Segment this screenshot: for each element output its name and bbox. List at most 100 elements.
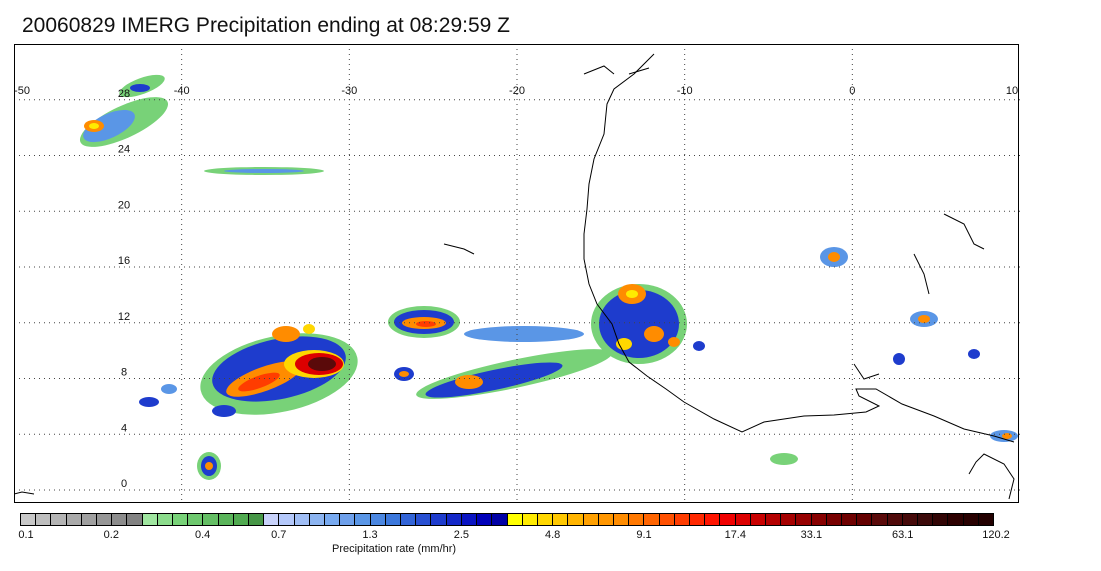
longitude-label: -20 xyxy=(509,85,525,97)
colorbar-swatch xyxy=(689,513,706,526)
colorbar-tick-label: 9.1 xyxy=(636,529,652,541)
colorbar-swatch xyxy=(598,513,614,526)
colorbar-swatch xyxy=(66,513,82,526)
latitude-labels: 0 4 8 12 16 20 24 28 xyxy=(118,88,130,490)
colorbar-swatch xyxy=(355,513,371,526)
coastline xyxy=(14,53,1015,500)
colorbar-swatch xyxy=(720,513,736,526)
storm-band-21n xyxy=(204,167,324,175)
colorbar-swatch xyxy=(416,513,432,526)
longitude-label: -40 xyxy=(174,85,190,97)
colorbar-swatch xyxy=(385,513,402,526)
colorbar-swatch xyxy=(978,513,994,526)
colorbar-swatch xyxy=(431,513,447,526)
longitude-label: -10 xyxy=(677,85,693,97)
colorbar-swatch xyxy=(461,513,478,526)
graticule xyxy=(14,44,1020,504)
colorbar-swatch xyxy=(841,513,858,526)
colorbar-swatch xyxy=(173,513,189,526)
colorbar-swatch xyxy=(325,513,341,526)
storm-band-12n xyxy=(388,306,584,342)
colorbar-swatch xyxy=(401,513,417,526)
colorbar-swatch xyxy=(127,513,143,526)
colorbar-swatch xyxy=(188,513,204,526)
latitude-label: 12 xyxy=(118,311,130,323)
latitude-label: 0 xyxy=(121,478,127,490)
longitude-label: 10 xyxy=(1006,85,1018,97)
colorbar-swatch xyxy=(750,513,766,526)
colorbar-swatch xyxy=(294,513,310,526)
latitude-label: 28 xyxy=(118,88,130,100)
precipitation-map: -50 -40 -30 -20 -10 0 10 0 4 8 12 16 20 24 28 xyxy=(14,44,1020,504)
colorbar-swatch xyxy=(142,513,158,526)
colorbar-swatch xyxy=(902,513,918,526)
colorbar-swatch xyxy=(309,513,326,526)
colorbar-swatch xyxy=(233,513,250,526)
colorbar-swatch xyxy=(963,513,979,526)
map-frame xyxy=(14,44,1019,503)
colorbar-swatch xyxy=(36,513,52,526)
colorbar-swatch xyxy=(51,513,67,526)
colorbar-tick-label: 17.4 xyxy=(724,529,746,541)
colorbar-swatch xyxy=(553,513,569,526)
colorbar-swatch xyxy=(20,513,37,526)
colorbar-tick-label: 63.1 xyxy=(891,529,914,541)
colorbar-swatch xyxy=(826,513,842,526)
colorbar-swatch xyxy=(872,513,888,526)
colorbar-tick-label: 120.2 xyxy=(982,529,1010,541)
colorbar-swatch xyxy=(917,513,934,526)
colorbar-swatch xyxy=(857,513,873,526)
longitude-label: -30 xyxy=(341,85,357,97)
colorbar-swatch xyxy=(492,513,508,526)
colorbar-swatch xyxy=(781,513,797,526)
colorbar-swatch xyxy=(659,513,675,526)
latitude-label: 24 xyxy=(118,144,130,156)
colorbar-swatch xyxy=(203,513,219,526)
precipitation-field xyxy=(79,74,1018,480)
colorbar-swatch xyxy=(948,513,964,526)
colorbar-swatch xyxy=(522,513,538,526)
colorbar-swatch xyxy=(279,513,295,526)
colorbar-swatch xyxy=(705,513,721,526)
map-title: 20060829 IMERG Precipitation ending at 0… xyxy=(22,14,510,37)
longitude-label: -50 xyxy=(14,85,30,97)
colorbar-swatch xyxy=(674,513,690,526)
colorbar-swatch xyxy=(583,513,599,526)
colorbar-swatch xyxy=(629,513,645,526)
colorbar-swatch xyxy=(218,513,234,526)
colorbar-swatch xyxy=(446,513,462,526)
colorbar-swatch xyxy=(81,513,98,526)
storm-cells-southwest xyxy=(139,384,221,480)
colorbar-swatch xyxy=(340,513,356,526)
storm-complex-coastal xyxy=(591,284,705,364)
colorbar-tick-label: 0.7 xyxy=(271,529,287,541)
colorbar-swatch xyxy=(933,513,949,526)
storm-cells-east xyxy=(770,247,1018,465)
colorbar-swatch xyxy=(370,513,386,526)
latitude-label: 8 xyxy=(121,367,127,379)
colorbar-tick-label: 2.5 xyxy=(453,529,469,541)
storm-complex-west xyxy=(200,324,414,417)
colorbar-tick-label: 0.4 xyxy=(194,529,211,541)
colorbar-swatch xyxy=(97,513,113,526)
colorbar-swatch xyxy=(887,513,903,526)
storm-band-8n xyxy=(416,349,612,399)
colorbar-tick-label: 1.3 xyxy=(362,529,378,541)
colorbar-swatch xyxy=(157,513,174,526)
colorbar-swatch xyxy=(249,513,265,526)
colorbar-swatch xyxy=(796,513,812,526)
colorbar-swatch xyxy=(537,513,554,526)
colorbar-swatch xyxy=(735,513,751,526)
colorbar-swatch xyxy=(507,513,523,526)
colorbar-swatch xyxy=(112,513,128,526)
colorbar-swatch xyxy=(765,513,782,526)
latitude-label: 20 xyxy=(118,199,130,211)
longitude-label: 0 xyxy=(849,85,855,97)
longitude-labels: -50 -40 -30 -20 -10 0 10 xyxy=(14,85,1018,97)
colorbar-title: Precipitation rate (mm/hr) xyxy=(332,543,457,555)
colorbar-swatch xyxy=(613,513,630,526)
colorbar xyxy=(20,513,994,526)
colorbar-tick-label: 0.2 xyxy=(103,529,119,541)
latitude-label: 16 xyxy=(118,255,130,267)
colorbar-swatch xyxy=(568,513,584,526)
